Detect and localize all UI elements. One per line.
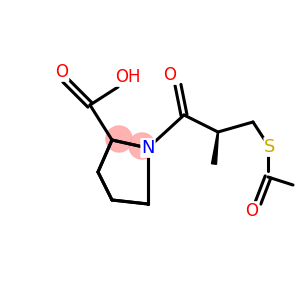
Text: S: S xyxy=(264,138,276,156)
Circle shape xyxy=(106,126,132,152)
Text: O: O xyxy=(245,202,259,220)
Text: O: O xyxy=(164,66,176,84)
Circle shape xyxy=(129,133,155,159)
Text: N: N xyxy=(141,139,155,157)
Polygon shape xyxy=(212,132,218,164)
Text: OH: OH xyxy=(115,68,141,86)
Text: O: O xyxy=(56,63,68,81)
